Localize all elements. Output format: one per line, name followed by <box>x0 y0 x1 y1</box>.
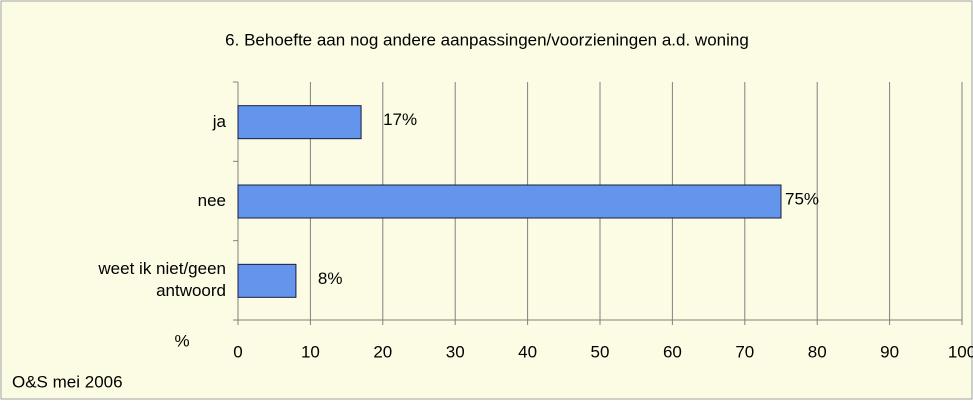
y-tick-label: weet ik niet/geen antwoord <box>98 259 226 301</box>
y-tick-label: nee <box>197 191 226 210</box>
x-axis-label: % <box>174 331 189 350</box>
chart-title: 6. Behoefte aan nog andere aanpassingen/… <box>225 30 749 49</box>
x-tick-label: 30 <box>446 342 465 361</box>
data-label: 8% <box>318 269 343 288</box>
footer: O&S mei 2006 <box>12 372 123 391</box>
bar <box>237 184 782 219</box>
data-label: 75% <box>785 189 819 208</box>
x-tick-label: 40 <box>518 342 537 361</box>
x-tick-label: 10 <box>301 342 320 361</box>
y-tick-label: ja <box>212 111 226 131</box>
data-label: 17% <box>383 110 417 129</box>
x-tick-label: 80 <box>808 342 827 361</box>
bar <box>237 105 362 140</box>
x-tick-label: 50 <box>591 342 610 361</box>
x-tick-label: 100 <box>948 342 973 361</box>
x-tick-label: 20 <box>373 342 392 361</box>
bar <box>237 263 297 298</box>
x-tick-label: 60 <box>663 342 682 361</box>
x-tick-label: 90 <box>880 342 899 361</box>
x-tick-label: 0 <box>233 342 242 361</box>
x-tick-label: 70 <box>735 342 754 361</box>
